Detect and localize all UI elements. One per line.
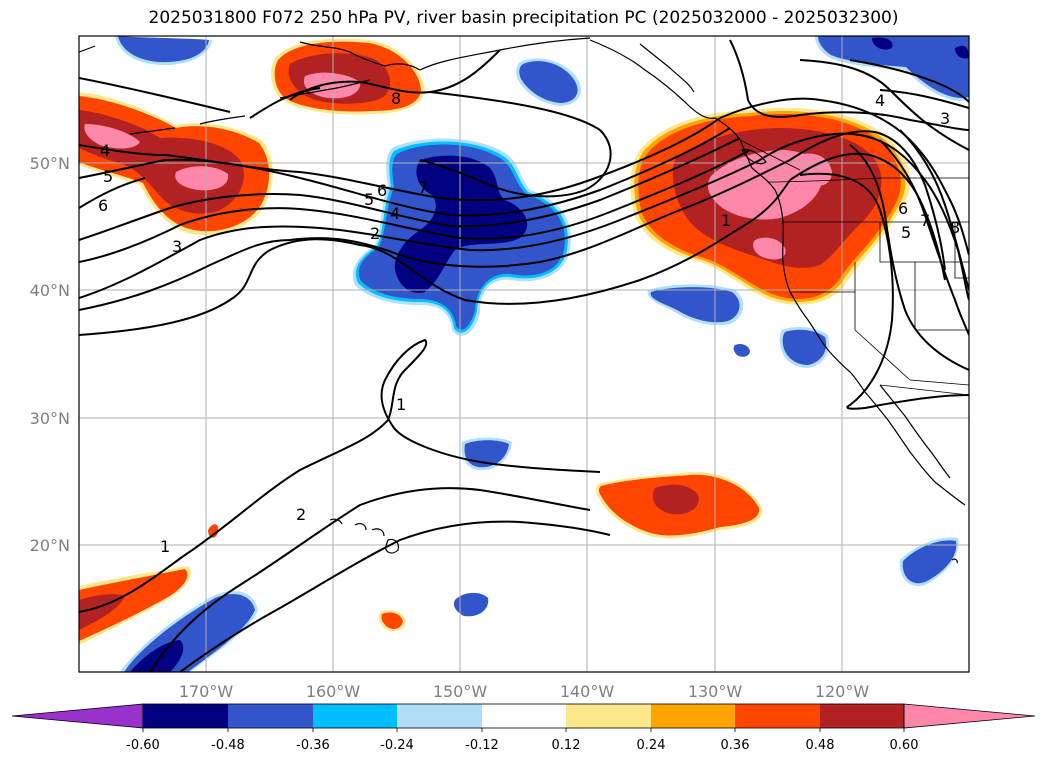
pv-label: 4	[100, 141, 110, 160]
pv-contour-1-subtropical	[79, 338, 601, 613]
colorbar-swatch	[143, 704, 228, 728]
colorbar-swatch	[651, 704, 735, 728]
pv-label: 6	[98, 196, 108, 215]
pv-label: 7	[418, 178, 428, 197]
pv-contour-1-north	[79, 179, 791, 336]
colorbar-swatch	[482, 704, 566, 728]
lon-label-150w: 150°W	[433, 682, 488, 701]
pv-contour-2-subtropical	[149, 487, 591, 672]
plot-frame	[78, 35, 970, 673]
colorbar-tick-label: -0.60	[126, 738, 160, 753]
latitude-labels: 50°N 40°N 30°N 20°N	[30, 154, 70, 555]
map-title: 2025031800 F072 250 hPa PV, river basin …	[148, 8, 899, 28]
lon-label-170w: 170°W	[179, 682, 234, 701]
pv-contours	[79, 39, 969, 672]
coastlines	[79, 37, 966, 564]
colorbar-swatch	[566, 704, 651, 728]
gridlines	[79, 36, 969, 672]
lat-label-40: 40°N	[30, 281, 70, 300]
pv-label: 5	[103, 167, 113, 186]
colorbar-swatch	[313, 704, 397, 728]
lon-label-160w: 160°W	[306, 682, 361, 701]
lon-label-130w: 130°W	[688, 682, 743, 701]
colorbar-extend-low	[11, 703, 144, 729]
pv-label: 6	[377, 181, 387, 200]
pv-contour-labels: 4 5 6 3 8 6 7 5 4 2 1 4 3 6 7 8 5 1 2 1	[98, 89, 960, 556]
pv-label: 5	[901, 223, 911, 242]
pv-label: 7	[920, 211, 930, 230]
pv-label: 2	[370, 224, 380, 243]
colorbar-tick-label: -0.12	[465, 738, 499, 753]
pv-label: 8	[391, 89, 401, 108]
pv-contour-2	[79, 159, 791, 311]
pv-label: 1	[721, 211, 731, 230]
colorbar-swatch	[228, 704, 313, 728]
colorbar-tick-label: 0.48	[806, 738, 835, 753]
pv-label: 8	[950, 218, 960, 237]
pv-label: 4	[875, 91, 885, 110]
colorbar-extend-high	[904, 704, 1035, 728]
lat-label-50: 50°N	[30, 154, 70, 173]
colorbar-tick-label: 0.24	[637, 738, 666, 753]
colorbar-tick-label: -0.48	[211, 738, 245, 753]
pv-label: 4	[390, 204, 400, 223]
colorbar-swatch	[397, 704, 482, 728]
colorbar-tick-label: -0.36	[296, 738, 330, 753]
pv-label: 5	[364, 190, 374, 209]
colorbar-tick-label: 0.36	[721, 738, 750, 753]
lat-label-30: 30°N	[30, 409, 70, 428]
lat-label-20: 20°N	[30, 536, 70, 555]
colorbar-swatch	[735, 704, 820, 728]
colorbar-tick-label: -0.24	[380, 738, 414, 753]
pv-label: 2	[296, 505, 306, 524]
pv-label: 3	[940, 109, 950, 128]
colorbar: -0.60 -0.48 -0.36 -0.24 -0.12 0.12 0.24 …	[11, 703, 1036, 753]
pv-label: 6	[898, 199, 908, 218]
colorbar-swatch	[820, 704, 904, 728]
pv-label: 1	[396, 395, 406, 414]
pv-label: 3	[172, 237, 182, 256]
longitude-labels: 170°W 160°W 150°W 140°W 130°W 120°W	[179, 682, 870, 701]
pv-label: 1	[160, 537, 170, 556]
colorbar-tick-label: 0.60	[890, 738, 919, 753]
colorbar-tick-label: 0.12	[552, 738, 581, 753]
lon-label-140w: 140°W	[560, 682, 615, 701]
lon-label-120w: 120°W	[815, 682, 870, 701]
